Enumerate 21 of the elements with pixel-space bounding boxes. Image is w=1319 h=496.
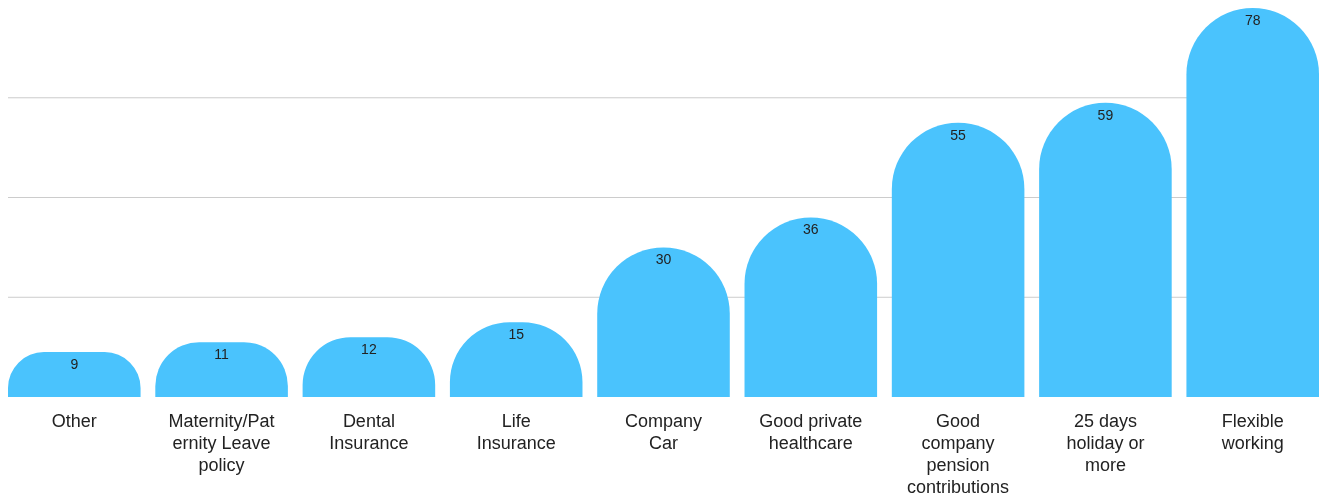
x-tick-label: Flexible working bbox=[1220, 411, 1284, 453]
bar bbox=[1039, 102, 1172, 397]
data-label: 12 bbox=[361, 341, 377, 358]
data-label: 30 bbox=[655, 251, 672, 268]
x-tick-label: Maternity/Paternity Leave policy bbox=[168, 411, 275, 475]
data-label: 55 bbox=[950, 126, 967, 143]
x-tick-label: Other bbox=[51, 411, 97, 431]
x-tick-label: Good company pension contributions bbox=[907, 411, 1010, 496]
data-label: 9 bbox=[70, 356, 79, 373]
x-tick-label: Life Insurance bbox=[476, 411, 556, 453]
bar bbox=[891, 122, 1025, 397]
x-tick-label: Company Car bbox=[624, 411, 703, 453]
x-tick-label: 25 days holiday or more bbox=[1066, 411, 1145, 475]
data-label: 78 bbox=[1244, 12, 1261, 28]
x-tick-label: Dental Insurance bbox=[329, 411, 409, 453]
bar bbox=[1186, 8, 1319, 397]
x-tick-label: Good private healthcare bbox=[759, 411, 863, 453]
data-label: 59 bbox=[1097, 106, 1114, 123]
data-label: 15 bbox=[508, 326, 525, 343]
data-label: 11 bbox=[214, 346, 230, 363]
data-label: 36 bbox=[803, 221, 819, 238]
